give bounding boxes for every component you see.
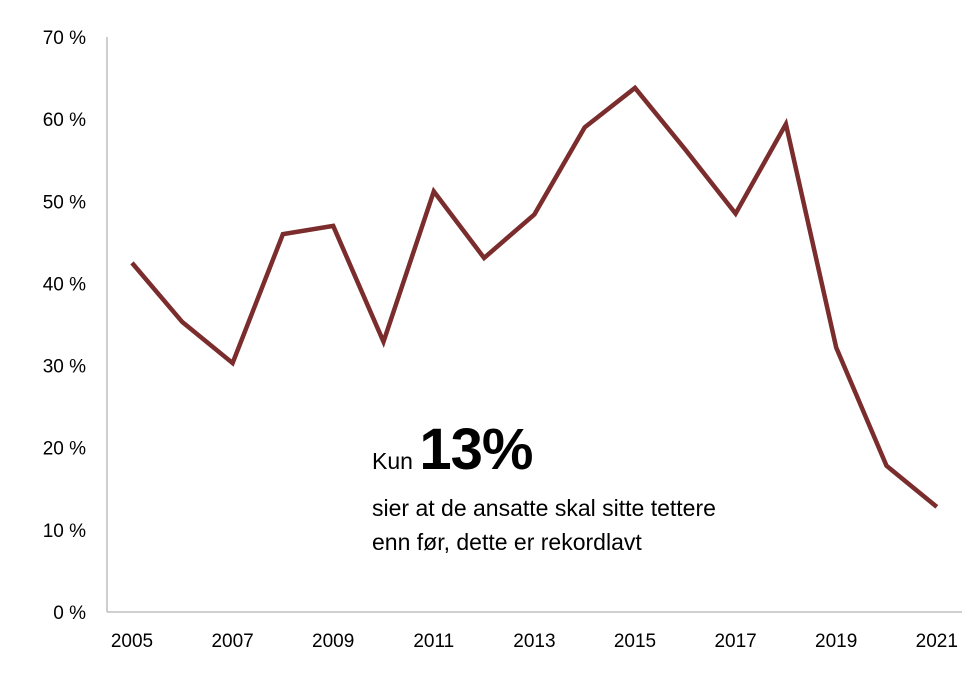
y-tick-label: 60 % bbox=[43, 110, 86, 131]
x-tick-label: 2015 bbox=[614, 631, 656, 652]
series-line bbox=[130, 84, 939, 509]
x-tick-label: 2009 bbox=[312, 631, 354, 652]
x-tick-label: 2007 bbox=[211, 631, 253, 652]
annotation-highlight: 13% bbox=[419, 417, 533, 482]
x-tick-label: 2019 bbox=[815, 631, 857, 652]
annotation-prefix: Kun bbox=[372, 448, 413, 474]
x-tick-label: 2011 bbox=[413, 631, 454, 652]
y-tick-label: 50 % bbox=[43, 192, 86, 213]
x-tick-label: 2013 bbox=[513, 631, 555, 652]
x-tick-label: 2005 bbox=[111, 631, 153, 652]
y-tick-label: 0 % bbox=[53, 603, 86, 624]
y-tick-label: 30 % bbox=[43, 357, 86, 378]
x-tick-label: 2021 bbox=[916, 631, 958, 652]
y-tick-label: 70 % bbox=[43, 28, 86, 49]
y-tick-label: 10 % bbox=[43, 521, 86, 542]
y-tick-label: 20 % bbox=[43, 439, 86, 460]
annotation: Kun 13% sier at de ansatte skal sitte te… bbox=[372, 420, 732, 559]
x-tick-label: 2017 bbox=[714, 631, 756, 652]
annotation-text: sier at de ansatte skal sitte tettere en… bbox=[372, 495, 716, 555]
y-tick-label: 40 % bbox=[43, 274, 86, 295]
